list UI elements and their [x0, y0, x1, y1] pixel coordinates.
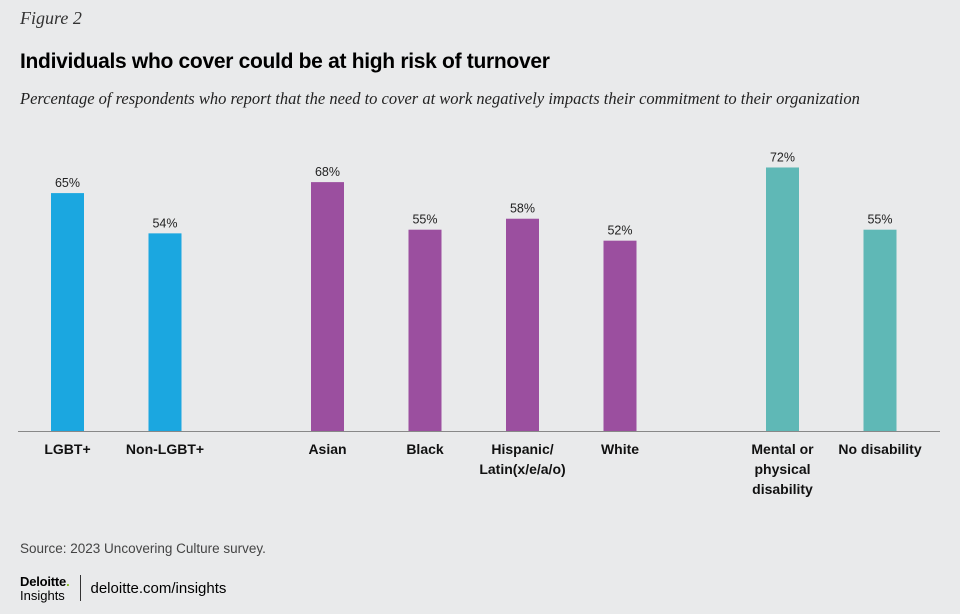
category-label: Black — [406, 441, 444, 457]
data-label: 55% — [412, 213, 437, 227]
data-label: 68% — [315, 165, 340, 179]
category-label: LGBT+ — [44, 441, 90, 457]
chart-title: Individuals who cover could be at high r… — [20, 50, 550, 73]
category-label: White — [601, 441, 639, 457]
logo-sub: Insights — [20, 587, 65, 603]
data-label: 58% — [510, 202, 535, 216]
footer: Deloitte. Insights deloitte.com/insights — [20, 572, 226, 604]
source-note: Source: 2023 Uncovering Culture survey. — [20, 541, 266, 556]
data-label: 55% — [867, 213, 892, 227]
bar — [863, 229, 897, 431]
bar-chart: 65% LGBT+ 54% Non-LGBT+ 68% Asian 55% Black 58% H… — [18, 150, 940, 497]
category-label: Non-LGBT+ — [126, 441, 204, 457]
category-label: Asian — [308, 441, 346, 457]
bar — [311, 182, 344, 431]
category-label: Latin(x/e/a/o) — [479, 461, 565, 477]
category-label: disability — [752, 481, 813, 497]
bar — [603, 240, 637, 431]
logo-dot: . — [66, 573, 70, 589]
bar — [51, 193, 84, 431]
bar — [766, 167, 799, 432]
category-label: physical — [754, 461, 810, 477]
footer-url-link[interactable]: deloitte.com/insights — [90, 579, 227, 597]
data-label: 72% — [770, 150, 795, 164]
footer-divider — [79, 575, 81, 601]
deloitte-insights-logo: Deloitte. Insights — [20, 575, 70, 602]
data-label: 65% — [55, 176, 80, 190]
bar — [408, 229, 442, 431]
data-label: 52% — [607, 224, 632, 238]
category-label: Hispanic/ — [491, 441, 553, 457]
category-label: Mental or — [751, 441, 814, 457]
logo-brand: Deloitte — [20, 573, 67, 589]
bar — [148, 233, 182, 431]
figure-label: Figure 2 — [20, 8, 82, 28]
bar — [506, 218, 539, 431]
category-label: No disability — [838, 441, 921, 457]
data-label: 54% — [152, 216, 177, 230]
chart-subtitle: Percentage of respondents who report tha… — [20, 89, 860, 108]
